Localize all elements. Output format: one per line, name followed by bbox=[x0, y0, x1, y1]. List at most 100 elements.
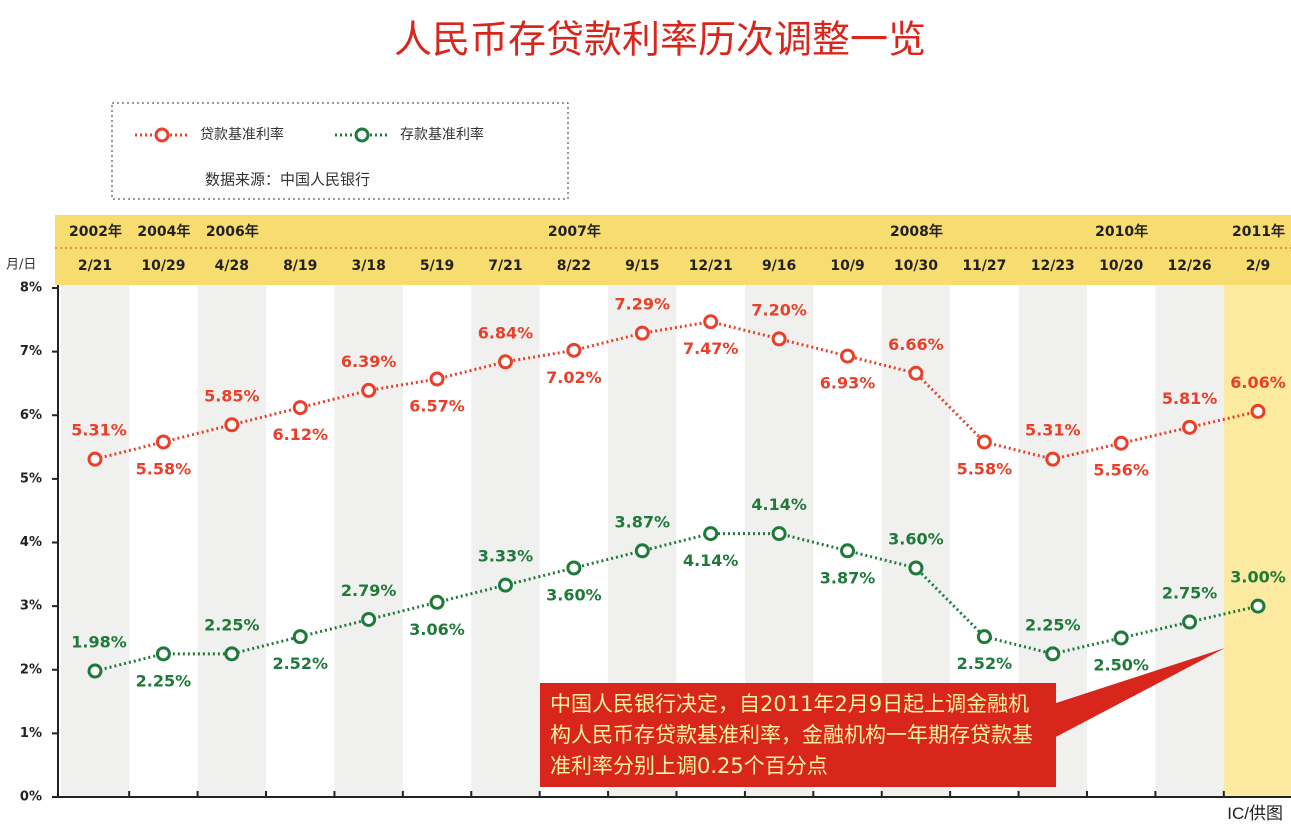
column-stripe bbox=[402, 285, 472, 797]
data-point bbox=[1113, 630, 1129, 646]
x-tick-label: 12/21 bbox=[689, 258, 733, 274]
data-point bbox=[976, 629, 992, 645]
y-tick-label: 6% bbox=[20, 408, 42, 423]
x-tick-label: 2/21 bbox=[78, 258, 112, 274]
data-label: 5.58% bbox=[136, 459, 192, 478]
column-stripe bbox=[129, 285, 198, 797]
data-label: 4.14% bbox=[751, 495, 807, 514]
annotation: 中国人民银行决定，自2011年2月9日起上调金融机构人民币存贷款基准利率，金融机… bbox=[540, 683, 1056, 787]
header-band bbox=[55, 215, 1291, 285]
data-label: 3.33% bbox=[478, 547, 534, 566]
x-tick-label: 5/19 bbox=[420, 258, 454, 274]
data-label: 6.57% bbox=[409, 396, 465, 415]
annotation-pointer bbox=[1050, 648, 1225, 740]
data-label: 6.84% bbox=[478, 323, 534, 342]
data-label: 1.98% bbox=[71, 633, 127, 652]
data-point bbox=[87, 451, 103, 467]
data-point bbox=[908, 365, 924, 381]
data-point bbox=[976, 434, 992, 450]
data-label: 6.66% bbox=[888, 335, 944, 354]
data-label: 7.02% bbox=[546, 368, 602, 387]
data-label: 3.87% bbox=[615, 512, 671, 531]
data-point bbox=[703, 526, 719, 542]
data-label: 6.06% bbox=[1230, 373, 1286, 392]
data-point bbox=[771, 331, 787, 347]
data-label: 2.25% bbox=[1025, 615, 1081, 634]
x-tick-label: 9/16 bbox=[762, 258, 796, 274]
data-label: 7.20% bbox=[751, 300, 807, 319]
x-tick-label: 7/21 bbox=[488, 258, 522, 274]
x-tick-label: 2/9 bbox=[1246, 258, 1271, 274]
x-tick-label: 8/19 bbox=[283, 258, 317, 274]
data-point bbox=[908, 560, 924, 576]
y-tick-label: 3% bbox=[20, 599, 42, 614]
data-label: 5.56% bbox=[1093, 461, 1149, 480]
column-stripe bbox=[334, 285, 403, 797]
data-point bbox=[566, 342, 582, 358]
data-label: 6.12% bbox=[272, 425, 328, 444]
data-point bbox=[429, 594, 445, 610]
x-tick-label: 4/28 bbox=[215, 258, 249, 274]
data-point bbox=[566, 560, 582, 576]
data-point bbox=[1182, 614, 1198, 630]
data-point bbox=[840, 543, 856, 559]
year-label: 2002年 bbox=[69, 223, 122, 240]
data-point bbox=[292, 629, 308, 645]
data-label: 4.14% bbox=[683, 551, 739, 570]
year-label: 2007年 bbox=[548, 223, 601, 240]
data-point bbox=[1045, 451, 1061, 467]
x-tick-label: 9/15 bbox=[625, 258, 659, 274]
data-point bbox=[292, 400, 308, 416]
column-stripe bbox=[266, 285, 335, 797]
data-point bbox=[155, 646, 171, 662]
x-tick-label: 12/23 bbox=[1031, 258, 1075, 274]
data-label: 6.93% bbox=[820, 374, 876, 393]
data-label: 5.85% bbox=[204, 386, 260, 405]
x-axis-title: 月/日 bbox=[6, 258, 36, 273]
data-label: 5.58% bbox=[957, 459, 1013, 478]
legend-label: 贷款基准利率 bbox=[200, 126, 284, 143]
series-line bbox=[94, 320, 1259, 461]
data-label: 7.47% bbox=[683, 339, 739, 358]
x-tick-label: 10/29 bbox=[141, 258, 185, 274]
column-stripe bbox=[60, 285, 130, 797]
legend-marker bbox=[154, 127, 170, 143]
x-tick-label: 12/26 bbox=[1168, 258, 1212, 274]
year-label: 2010年 bbox=[1095, 223, 1148, 240]
data-point bbox=[224, 417, 240, 433]
data-label: 3.06% bbox=[409, 620, 465, 639]
data-point bbox=[361, 611, 377, 627]
column-stripe bbox=[471, 285, 540, 797]
legend-label: 存款基准利率 bbox=[400, 126, 484, 143]
data-point bbox=[1182, 419, 1198, 435]
year-label: 2008年 bbox=[890, 223, 943, 240]
data-label: 3.00% bbox=[1230, 568, 1286, 587]
data-label: 2.52% bbox=[957, 654, 1013, 673]
credit: IC/供图 bbox=[1227, 804, 1283, 823]
legend-box bbox=[111, 102, 569, 200]
chart-title: 人民币存贷款利率历次调整一览 bbox=[394, 18, 926, 62]
data-label: 3.60% bbox=[546, 585, 602, 604]
data-point bbox=[703, 314, 719, 330]
data-point bbox=[1250, 598, 1266, 614]
x-tick-label: 10/30 bbox=[894, 258, 938, 274]
data-label: 2.75% bbox=[1162, 584, 1218, 603]
series-line bbox=[94, 532, 1259, 673]
data-label: 5.81% bbox=[1162, 389, 1218, 408]
data-point bbox=[497, 354, 513, 370]
data-label: 2.52% bbox=[272, 654, 328, 673]
data-point bbox=[1045, 646, 1061, 662]
column-stripe bbox=[1086, 285, 1156, 797]
data-point bbox=[1250, 403, 1266, 419]
data-point bbox=[497, 577, 513, 593]
legend-marker bbox=[354, 127, 370, 143]
column-stripe bbox=[1223, 285, 1291, 797]
year-label: 2004年 bbox=[137, 223, 190, 240]
source: 数据来源：中国人民银行 bbox=[205, 171, 370, 189]
data-point bbox=[1113, 435, 1129, 451]
data-label: 3.60% bbox=[888, 529, 944, 548]
data-label: 5.31% bbox=[1025, 421, 1081, 440]
x-tick-label: 10/20 bbox=[1099, 258, 1143, 274]
column-stripe bbox=[1155, 285, 1224, 797]
